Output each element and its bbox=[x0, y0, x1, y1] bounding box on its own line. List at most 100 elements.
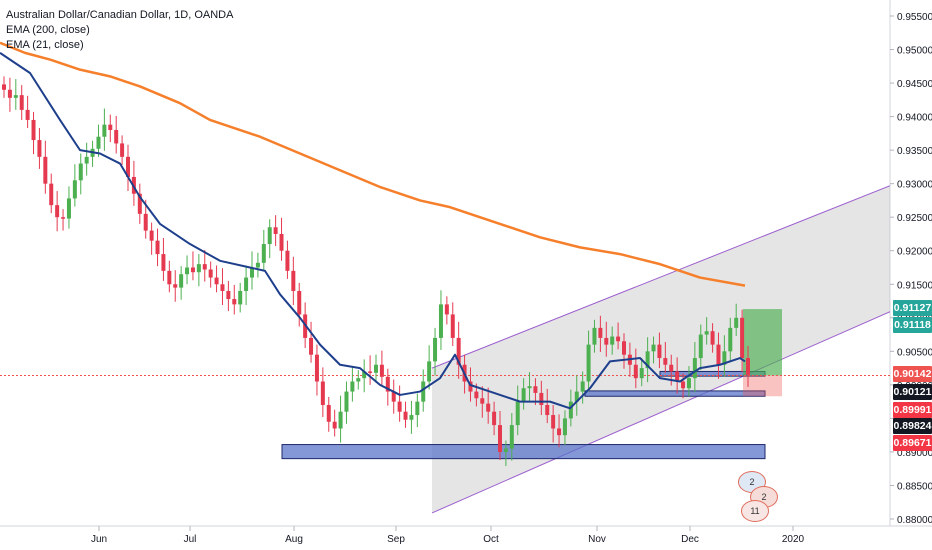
candle-body-up bbox=[704, 331, 709, 335]
candle-body-down bbox=[498, 425, 502, 452]
candle-body-up bbox=[344, 391, 349, 412]
candle-body-up bbox=[196, 264, 201, 273]
x-tick-label: 2020 bbox=[782, 534, 805, 545]
candle-body-down bbox=[320, 381, 325, 405]
chart-legend: Australian Dollar/Canadian Dollar, 1D, O… bbox=[6, 8, 233, 53]
candle-body-down bbox=[279, 233, 284, 251]
candle-body-down bbox=[232, 299, 237, 305]
price-tag-level-d: 0.89671 bbox=[893, 435, 932, 451]
price-tag-target-1: 0.91127 bbox=[893, 300, 932, 316]
candle-body-up bbox=[72, 180, 77, 199]
candle-body-up bbox=[515, 401, 520, 426]
candle-body-down bbox=[161, 254, 166, 271]
candle-body-down bbox=[309, 337, 314, 355]
candle-body-up bbox=[645, 351, 650, 369]
candle-body-up bbox=[185, 267, 190, 275]
candle-body-up bbox=[692, 358, 697, 379]
y-tick-label: 0.95500 bbox=[897, 12, 932, 23]
channel-lower-line bbox=[431, 311, 891, 514]
candle-body-down bbox=[43, 156, 48, 184]
candle-body-down bbox=[716, 344, 721, 365]
y-tick-label: 0.93000 bbox=[897, 180, 932, 191]
candle-body-up bbox=[238, 290, 243, 305]
candle-body-down bbox=[385, 376, 390, 392]
candle-body-down bbox=[37, 140, 42, 157]
symbol-title[interactable]: Australian Dollar/Canadian Dollar, 1D, O… bbox=[6, 9, 234, 21]
candle-body-up bbox=[438, 304, 443, 338]
candle-body-down bbox=[273, 227, 278, 234]
price-axis-panel bbox=[890, 0, 932, 550]
candle-body-down bbox=[208, 269, 213, 278]
candle-body-up bbox=[250, 267, 254, 278]
y-tick-label: 0.89000 bbox=[897, 448, 932, 459]
candle-body-down bbox=[468, 381, 473, 392]
ema200-line bbox=[0, 41, 746, 287]
candle-body-down bbox=[379, 364, 384, 377]
event-count: 2 bbox=[761, 492, 767, 502]
candle-body-down bbox=[368, 371, 373, 373]
support-zone bbox=[281, 444, 766, 460]
candle-body-down bbox=[214, 277, 219, 285]
candle-body-down bbox=[539, 392, 544, 405]
candle-body-down bbox=[657, 344, 662, 359]
y-tick-label: 0.90500 bbox=[897, 347, 932, 358]
candle-body-up bbox=[84, 156, 89, 164]
candle-body-up bbox=[728, 327, 733, 352]
x-tick-label: Dec bbox=[681, 534, 699, 545]
y-tick-label: 0.92000 bbox=[897, 247, 932, 258]
candle-body-up bbox=[592, 327, 597, 345]
candle-body-up bbox=[734, 317, 739, 328]
candle-body-down bbox=[314, 354, 319, 382]
candle-body-down bbox=[746, 358, 750, 375]
candle-body-down bbox=[226, 290, 231, 300]
candle-body-up bbox=[66, 198, 71, 219]
candle-body-down bbox=[663, 358, 668, 365]
candle-body-down bbox=[480, 398, 485, 404]
candle-body-up bbox=[427, 361, 432, 382]
candle-body-down bbox=[533, 386, 538, 393]
candle-body-down bbox=[545, 404, 550, 416]
position-stop-zone bbox=[743, 375, 782, 397]
candle-body-down bbox=[149, 230, 154, 241]
price-tag-last: 0.90142 bbox=[893, 366, 932, 382]
candle-body-down bbox=[557, 428, 562, 436]
candle-body-up bbox=[362, 371, 367, 379]
candle-body-up bbox=[568, 401, 573, 419]
indicator-ema21[interactable]: EMA (21, close) bbox=[6, 39, 84, 51]
y-tick-label: 0.88500 bbox=[897, 481, 932, 492]
ema21-line bbox=[0, 52, 746, 410]
candle-body-down bbox=[61, 217, 66, 219]
candle-body-down bbox=[486, 403, 491, 412]
y-tick-label: 0.88000 bbox=[897, 515, 932, 526]
candle-body-up bbox=[503, 448, 508, 452]
candle-body-down bbox=[474, 391, 479, 399]
candle-body-up bbox=[698, 334, 703, 359]
candle-body-up bbox=[244, 277, 249, 291]
candle-body-down bbox=[137, 193, 142, 214]
candle-body-down bbox=[604, 337, 609, 345]
y-tick-label: 0.94000 bbox=[897, 113, 932, 124]
candle-body-down bbox=[332, 421, 337, 429]
event-count: 2 bbox=[749, 477, 755, 487]
candle-body-up bbox=[580, 381, 585, 392]
candle-body-down bbox=[291, 270, 296, 291]
candle-body-up bbox=[574, 391, 579, 402]
candle-body-up bbox=[586, 344, 591, 382]
candle-body-up bbox=[651, 344, 656, 352]
candle-body-down bbox=[7, 89, 12, 98]
candle-body-down bbox=[450, 314, 455, 338]
candle-body-up bbox=[433, 337, 438, 362]
ca-flag-event-icon[interactable]: 11 bbox=[741, 500, 769, 522]
candle-body-down bbox=[285, 250, 290, 271]
price-tag-target-2: 0.91118 bbox=[893, 317, 932, 333]
candle-body-down bbox=[220, 284, 225, 291]
indicator-ema200[interactable]: EMA (200, close) bbox=[6, 24, 90, 36]
candle-body-down bbox=[120, 143, 125, 157]
candle-body-down bbox=[456, 337, 461, 365]
candle-body-down bbox=[202, 264, 207, 270]
candle-body-down bbox=[55, 205, 60, 218]
candle-body-down bbox=[126, 156, 130, 177]
candle-body-down bbox=[740, 317, 745, 359]
